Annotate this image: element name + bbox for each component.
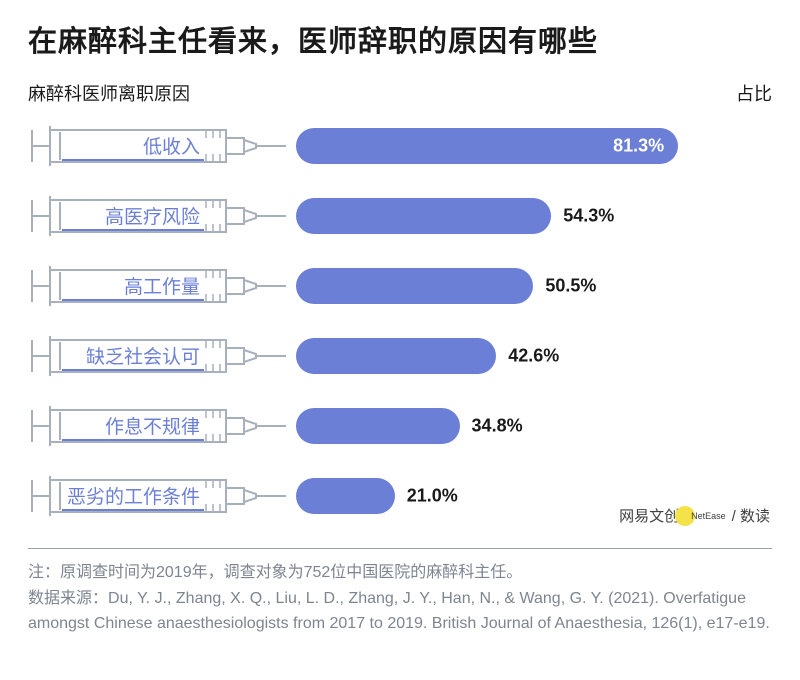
syringe-label: 高工作量 <box>28 262 288 310</box>
chart-title: 在麻醉科主任看来，医师辞职的原因有哪些 <box>28 24 772 62</box>
bar <box>296 268 533 304</box>
bar-area: 54.3% <box>296 192 772 240</box>
bar-value: 21.0% <box>407 485 458 506</box>
bar-area: 34.8% <box>296 402 772 450</box>
syringe-label: 高医疗风险 <box>28 192 288 240</box>
bar <box>296 408 460 444</box>
syringe-icon: 缺乏社会认可 <box>28 332 288 380</box>
syringe-label: 缺乏社会认可 <box>28 332 288 380</box>
bar-value: 81.3% <box>613 135 664 156</box>
svg-text:缺乏社会认可: 缺乏社会认可 <box>86 346 200 368</box>
chart-rows: 低收入 81.3% 高医疗风险 54.3% 高工作量 50.5% <box>28 118 772 524</box>
watermark: 网易文创 NetEase / 数读 <box>619 505 770 526</box>
bar-value: 54.3% <box>563 205 614 226</box>
bar-area: 50.5% <box>296 262 772 310</box>
syringe-icon: 低收入 <box>28 122 288 170</box>
bar <box>296 198 551 234</box>
footer-source-text: Du, Y. J., Zhang, X. Q., Liu, L. D., Zha… <box>28 590 770 632</box>
footer-source-label: 数据来源： <box>28 590 108 607</box>
watermark-right: / 数读 <box>732 505 770 526</box>
bar-value: 42.6% <box>508 345 559 366</box>
bar <box>296 338 496 374</box>
syringe-label: 低收入 <box>28 122 288 170</box>
syringe-icon: 作息不规律 <box>28 402 288 450</box>
header-right: 占比 <box>736 80 772 106</box>
bar-area: 81.3% <box>296 122 772 170</box>
chart-row: 高医疗风险 54.3% <box>28 188 772 244</box>
svg-text:恶劣的工作条件: 恶劣的工作条件 <box>67 486 200 508</box>
watermark-left: 网易文创 <box>619 505 679 526</box>
syringe-icon: 恶劣的工作条件 <box>28 472 288 520</box>
header-left: 麻醉科医师离职原因 <box>28 80 190 106</box>
footer: 注：原调查时间为2019年，调查对象为752位中国医院的麻醉科主任。 数据来源：… <box>0 549 800 637</box>
svg-text:低收入: 低收入 <box>143 136 200 158</box>
syringe-icon: 高医疗风险 <box>28 192 288 240</box>
chart-row: 高工作量 50.5% <box>28 258 772 314</box>
chart-row: 作息不规律 34.8% <box>28 398 772 454</box>
watermark-netease: NetEase <box>691 511 726 521</box>
bar-value: 50.5% <box>545 275 596 296</box>
chart-row: 低收入 81.3% <box>28 118 772 174</box>
footer-note: 注：原调查时间为2019年，调查对象为752位中国医院的麻醉科主任。 <box>28 561 772 586</box>
column-headers: 麻醉科医师离职原因 占比 <box>28 80 772 106</box>
footer-source: 数据来源：Du, Y. J., Zhang, X. Q., Liu, L. D.… <box>28 587 772 637</box>
bar-area: 42.6% <box>296 332 772 380</box>
bar <box>296 478 395 514</box>
chart-row: 缺乏社会认可 42.6% <box>28 328 772 384</box>
svg-text:作息不规律: 作息不规律 <box>105 416 200 438</box>
syringe-label: 恶劣的工作条件 <box>28 472 288 520</box>
syringe-icon: 高工作量 <box>28 262 288 310</box>
syringe-label: 作息不规律 <box>28 402 288 450</box>
svg-text:高医疗风险: 高医疗风险 <box>105 206 200 228</box>
bar-value: 34.8% <box>472 415 523 436</box>
svg-text:高工作量: 高工作量 <box>124 276 200 298</box>
